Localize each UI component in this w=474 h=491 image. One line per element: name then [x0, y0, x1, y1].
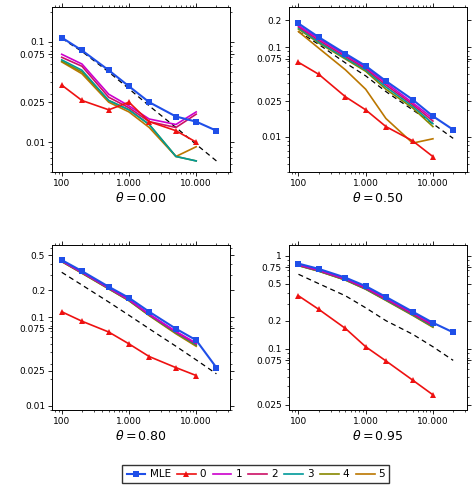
X-axis label: $\theta = 0.80$: $\theta = 0.80$ — [115, 429, 167, 443]
X-axis label: $\theta = 0.50$: $\theta = 0.50$ — [352, 191, 404, 205]
X-axis label: $\theta = 0.95$: $\theta = 0.95$ — [352, 429, 404, 443]
Legend: MLE, 0, 1, 2, 3, 4, 5: MLE, 0, 1, 2, 3, 4, 5 — [122, 465, 390, 483]
X-axis label: $\theta = 0.00$: $\theta = 0.00$ — [115, 191, 167, 205]
